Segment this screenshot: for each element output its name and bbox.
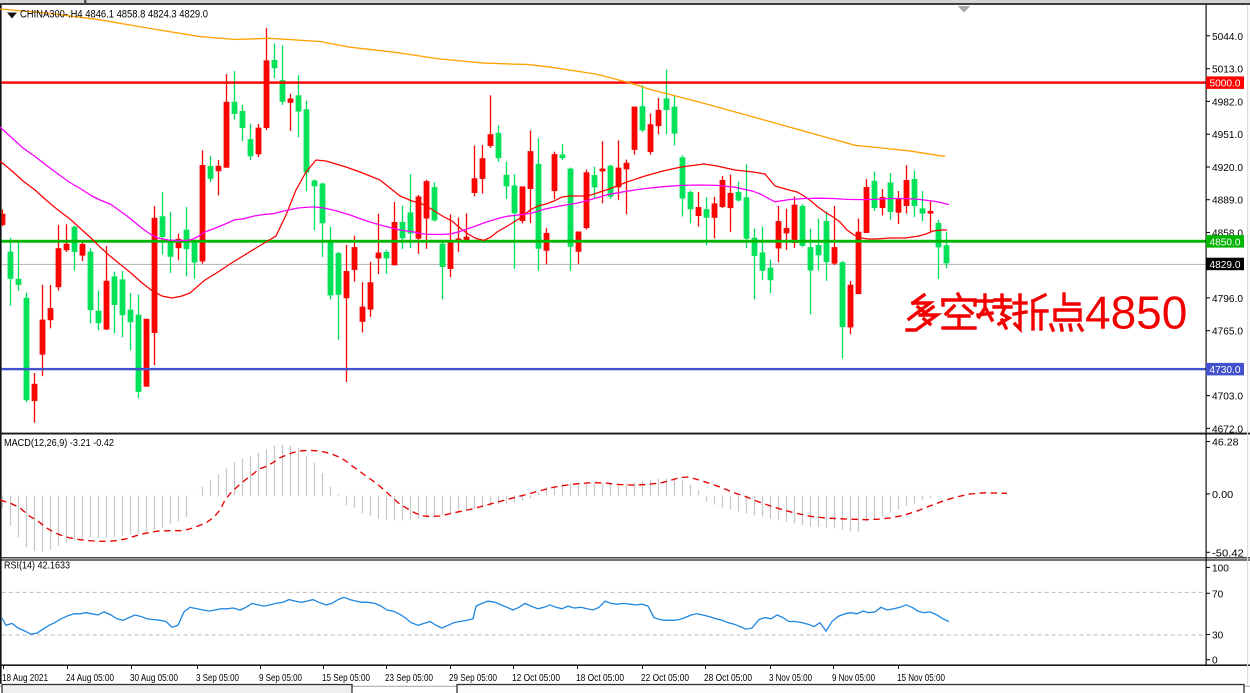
svg-text:CHINA300-.H4 4846.1 4858.8 48: CHINA300-.H4 4846.1 4858.8 4824.3 4829.0 bbox=[20, 9, 208, 21]
svg-text:28 Oct 05:00: 28 Oct 05:00 bbox=[704, 672, 752, 684]
svg-text:4850.0: 4850.0 bbox=[1210, 236, 1241, 248]
svg-text:46.28: 46.28 bbox=[1212, 437, 1239, 449]
svg-text:30 Aug 05:00: 30 Aug 05:00 bbox=[130, 672, 178, 684]
svg-text:4703.0: 4703.0 bbox=[1212, 391, 1243, 403]
svg-text:4730.0: 4730.0 bbox=[1210, 364, 1241, 376]
svg-text:4982.0: 4982.0 bbox=[1212, 96, 1243, 108]
svg-text:15 Sep 05:00: 15 Sep 05:00 bbox=[322, 672, 370, 684]
svg-text:5000.0: 5000.0 bbox=[1210, 78, 1241, 90]
svg-text:15 Nov 05:00: 15 Nov 05:00 bbox=[897, 672, 945, 684]
svg-text:23 Sep 05:00: 23 Sep 05:00 bbox=[385, 672, 433, 684]
svg-text:9 Sep 05:00: 9 Sep 05:00 bbox=[259, 672, 302, 684]
svg-text:0: 0 bbox=[1212, 655, 1218, 667]
svg-text:100: 100 bbox=[1212, 563, 1229, 575]
svg-text:0.00: 0.00 bbox=[1212, 489, 1233, 501]
svg-text:5013.0: 5013.0 bbox=[1212, 64, 1243, 76]
svg-text:18 Aug 2021: 18 Aug 2021 bbox=[2, 672, 48, 684]
svg-text:4829.0: 4829.0 bbox=[1210, 259, 1241, 271]
svg-text:4672.0: 4672.0 bbox=[1212, 423, 1243, 435]
svg-text:12 Oct 05:00: 12 Oct 05:00 bbox=[512, 672, 560, 684]
svg-text:4920.0: 4920.0 bbox=[1212, 162, 1243, 174]
svg-text:3 Sep 05:00: 3 Sep 05:00 bbox=[196, 672, 239, 684]
svg-text:3 Nov 05:00: 3 Nov 05:00 bbox=[769, 672, 812, 684]
svg-text:18 Oct 05:00: 18 Oct 05:00 bbox=[576, 672, 624, 684]
svg-text:RSI(14) 42.1633: RSI(14) 42.1633 bbox=[4, 560, 70, 572]
svg-text:22 Oct 05:00: 22 Oct 05:00 bbox=[641, 672, 689, 684]
svg-text:4796.0: 4796.0 bbox=[1212, 293, 1243, 305]
svg-text:70: 70 bbox=[1212, 588, 1223, 600]
svg-text:-50.42: -50.42 bbox=[1212, 547, 1244, 559]
svg-text:5044.0: 5044.0 bbox=[1212, 31, 1243, 43]
svg-text:4850: 4850 bbox=[1085, 287, 1187, 339]
svg-text:29 Sep 05:00: 29 Sep 05:00 bbox=[449, 672, 497, 684]
svg-text:4951.0: 4951.0 bbox=[1212, 129, 1243, 141]
svg-text:4765.0: 4765.0 bbox=[1212, 326, 1243, 338]
svg-text:30: 30 bbox=[1212, 630, 1223, 642]
svg-text:9 Nov 05:00: 9 Nov 05:00 bbox=[832, 672, 875, 684]
svg-text:24 Aug 05:00: 24 Aug 05:00 bbox=[66, 672, 114, 684]
svg-text:MACD(12,26,9) -3.21 -0.42: MACD(12,26,9) -3.21 -0.42 bbox=[4, 437, 114, 449]
svg-text:4889.0: 4889.0 bbox=[1212, 195, 1243, 207]
